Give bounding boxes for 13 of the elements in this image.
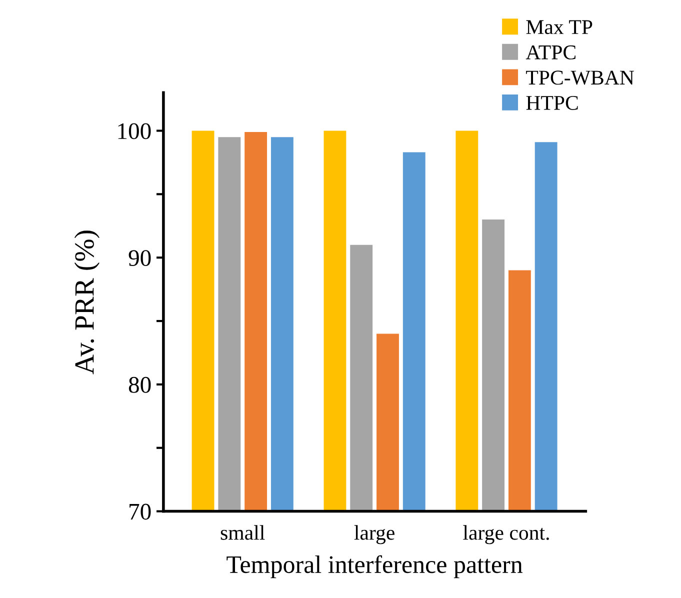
y-tick-label: 70 — [130, 504, 151, 520]
y-tick-label: 100 — [118, 123, 151, 140]
y-tick-label: 80 — [128, 376, 151, 393]
y-axis-title: Av. PRR (%) — [74, 230, 100, 374]
x-tick-label: large cont. — [463, 525, 549, 544]
x-axis-title: Temporal interference pattern — [226, 555, 523, 578]
legend-label: ATPC — [526, 45, 576, 60]
x-tick-label: small — [220, 525, 265, 540]
y-tick-label: 90 — [128, 250, 151, 266]
legend-label: Max TP — [526, 20, 592, 34]
x-tick-label: large — [354, 525, 394, 544]
legend-label: HTPC — [526, 96, 578, 110]
legend-label: TPC-WBAN — [526, 70, 634, 85]
